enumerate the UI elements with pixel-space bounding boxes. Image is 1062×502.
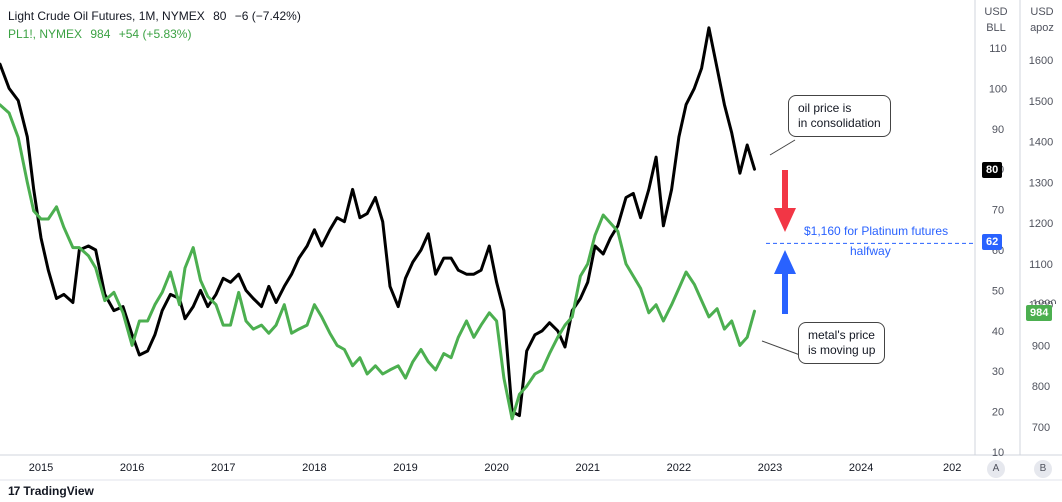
legend-platinum-last: 984: [90, 27, 111, 41]
right-y-tick-label: 1200: [1029, 218, 1053, 230]
left-y-tick-label: 30: [992, 366, 1004, 378]
platinum-last-price-badge: 984: [1026, 305, 1053, 321]
metal-callout-pointer: [761, 340, 801, 356]
legend-platinum-name: PL1!, NYMEX: [8, 27, 83, 41]
legend-platinum-change: +54 (+5.83%): [118, 27, 192, 41]
x-tick-label: 2016: [120, 462, 144, 474]
x-tick-label: 2023: [758, 462, 782, 474]
left-y-tick-label: 10: [992, 447, 1004, 459]
metal-rising-callout: metal's price is moving up: [798, 322, 886, 364]
left-y-tick-label: 90: [992, 124, 1004, 136]
up-arrow-head: [774, 250, 796, 274]
x-tick-label: 2021: [575, 462, 599, 474]
platinum-tick-1000-partial: 1000: [1032, 298, 1057, 304]
x-tick-label: 2015: [29, 462, 53, 474]
chart-labels: 2015 2016 2017 2018 2019 2020 2021 2022 2023 2024…: [29, 43, 1053, 474]
chart-axes: [0, 0, 1062, 481]
x-tick-label: 2018: [302, 462, 326, 474]
legend-oil-last: 80: [213, 9, 227, 23]
tradingview-mark-icon: 17: [8, 484, 20, 498]
right-y-tick-label: 700: [1032, 422, 1050, 434]
left-y-tick-label: 40: [992, 326, 1004, 338]
right-y-tick-label: 1300: [1029, 177, 1053, 189]
left-y-tick-label: 110: [989, 43, 1007, 55]
right-y-tick-label: 1600: [1029, 55, 1053, 67]
x-tick-label: 2017: [211, 462, 235, 474]
legend-oil-change: −6 (−7.42%): [234, 9, 301, 23]
left-y-tick-label: 20: [992, 407, 1004, 419]
tradingview-logo[interactable]: 17 TradingView: [8, 484, 94, 498]
platinum-halfway-label: halfway: [850, 244, 891, 258]
right-y-tick-label: 1400: [1029, 137, 1053, 149]
down-arrow-shaft: [782, 170, 788, 210]
right-y-tick-label: 800: [1032, 381, 1050, 393]
left-axis-unit: USD BLL: [984, 6, 1008, 34]
up-arrow-shaft: [782, 272, 788, 314]
x-tick-label: 202: [943, 462, 961, 474]
oil-consolidation-callout: oil price is in consolidation: [788, 95, 891, 137]
chart-series: [0, 26, 756, 421]
right-y-tick-label: 1500: [1029, 96, 1053, 108]
right-y-tick-label: 1100: [1029, 259, 1053, 271]
tradingview-logo-text: TradingView: [23, 484, 94, 498]
chart-arrows: [761, 139, 801, 356]
legend-platinum[interactable]: PL1!, NYMEX 984 +54 (+5.83%): [8, 27, 196, 41]
left-y-tick-label: 50: [992, 285, 1004, 297]
x-tick-label: 2020: [484, 462, 508, 474]
oil-callout-pointer: [769, 139, 796, 156]
platinum-target-label: $1,160 for Platinum futures: [804, 224, 949, 238]
right-axis-unit: USD apoz: [1030, 6, 1054, 34]
left-axis-auto-button[interactable]: A: [987, 460, 1005, 478]
left-y-tick-label: 70: [992, 205, 1004, 217]
oil-price-line: [0, 26, 756, 418]
left-y-tick-label: 100: [989, 83, 1007, 95]
x-tick-label: 2022: [667, 462, 691, 474]
legend-oil[interactable]: Light Crude Oil Futures, 1M, NYMEX 80 −6…: [8, 9, 306, 23]
x-tick-label: 2019: [393, 462, 417, 474]
oil-last-price-badge: 80: [982, 162, 1003, 178]
x-tick-label: 2024: [849, 462, 873, 474]
level-62-badge: 62: [982, 234, 1003, 250]
right-axis-auto-button[interactable]: B: [1034, 460, 1052, 478]
platinum-price-line: [0, 103, 756, 421]
legend-oil-name: Light Crude Oil Futures, 1M, NYMEX: [8, 9, 205, 23]
right-y-tick-label: 900: [1032, 340, 1050, 352]
down-arrow-head: [774, 208, 796, 232]
